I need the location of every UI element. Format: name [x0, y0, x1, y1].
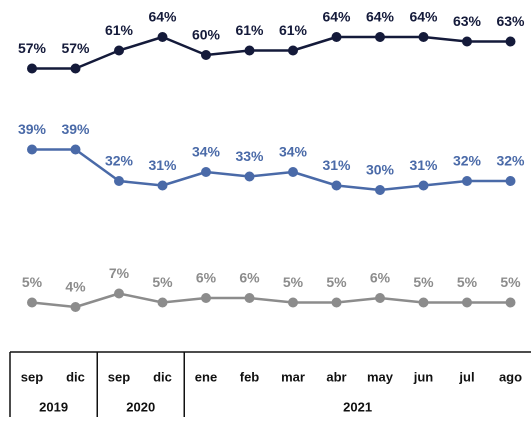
data-point — [418, 297, 429, 308]
data-point — [331, 32, 342, 42]
data-point — [288, 297, 298, 308]
series-line — [32, 148, 511, 192]
data-point — [505, 36, 516, 47]
value-label: 64% — [409, 9, 438, 25]
value-label: 61% — [279, 22, 308, 38]
value-label: 6% — [370, 270, 391, 286]
data-point — [418, 32, 429, 42]
x-tick-label: may — [367, 369, 394, 384]
value-label: 57% — [61, 40, 90, 56]
value-label: 32% — [453, 153, 482, 169]
data-point — [70, 302, 81, 312]
data-point — [505, 176, 516, 186]
value-label: 5% — [326, 274, 347, 290]
value-label: 31% — [148, 157, 177, 173]
value-label: 5% — [500, 274, 521, 290]
value-label: 6% — [239, 270, 260, 286]
data-point — [201, 50, 211, 60]
data-point — [462, 176, 472, 186]
value-label: 5% — [283, 274, 304, 290]
data-point — [462, 36, 472, 47]
value-label: 5% — [457, 274, 478, 290]
data-point — [114, 288, 124, 299]
value-label: 31% — [322, 157, 351, 173]
data-point — [288, 45, 298, 56]
data-point — [331, 297, 342, 308]
data-point — [331, 180, 342, 191]
x-tick-label: feb — [240, 369, 260, 384]
value-label: 4% — [65, 279, 86, 295]
value-label: 30% — [366, 162, 395, 178]
data-point — [375, 293, 385, 303]
value-label: 7% — [109, 265, 130, 281]
x-tick-label: dic — [66, 369, 85, 384]
data-point — [27, 63, 37, 74]
data-point — [70, 63, 81, 74]
data-point — [27, 144, 37, 155]
series-line — [32, 35, 511, 70]
value-label: 5% — [413, 274, 434, 290]
data-point — [201, 167, 211, 177]
value-label: 33% — [235, 148, 264, 164]
data-point — [375, 185, 385, 195]
x-tick-label: jul — [458, 369, 474, 384]
data-point — [114, 45, 124, 56]
data-point — [418, 180, 429, 191]
value-label: 64% — [322, 9, 351, 25]
group-label: 2021 — [343, 399, 372, 414]
data-point — [375, 32, 385, 42]
data-point — [505, 297, 516, 308]
x-tick-label: sep — [108, 369, 130, 384]
value-label: 5% — [22, 274, 43, 290]
data-point — [244, 293, 255, 303]
value-label: 31% — [409, 157, 438, 173]
data-point — [70, 144, 81, 155]
x-tick-label: abr — [326, 369, 346, 384]
group-label: 2019 — [39, 399, 68, 414]
value-label: 32% — [105, 153, 134, 169]
data-point — [157, 297, 168, 308]
value-label: 5% — [152, 274, 173, 290]
value-label: 6% — [196, 270, 217, 286]
data-point — [462, 297, 472, 308]
value-label: 61% — [235, 22, 264, 38]
value-label: 57% — [18, 40, 47, 56]
value-label: 63% — [496, 13, 525, 29]
data-point — [114, 176, 124, 186]
value-label: 64% — [148, 9, 177, 25]
x-tick-label: ene — [195, 369, 217, 384]
data-point — [244, 171, 255, 182]
value-label: 39% — [18, 121, 47, 137]
data-point — [157, 180, 168, 191]
data-point — [288, 167, 298, 177]
data-point — [27, 297, 37, 308]
value-label: 34% — [279, 144, 308, 160]
value-label: 32% — [496, 153, 525, 169]
value-label: 61% — [105, 22, 134, 38]
value-label: 34% — [192, 144, 221, 160]
series-line — [31, 292, 511, 309]
x-tick-label: ago — [499, 369, 522, 384]
x-tick-label: sep — [21, 369, 43, 384]
value-label: 60% — [192, 27, 221, 43]
data-point — [157, 32, 168, 42]
x-tick-label: jun — [413, 369, 434, 384]
value-label: 64% — [366, 9, 395, 25]
value-label: 39% — [61, 121, 90, 137]
data-point — [244, 45, 255, 56]
group-label: 2020 — [126, 399, 155, 414]
value-label: 63% — [453, 13, 482, 29]
x-tick-label: mar — [281, 369, 305, 384]
data-point — [201, 293, 211, 303]
x-tick-label: dic — [153, 369, 172, 384]
